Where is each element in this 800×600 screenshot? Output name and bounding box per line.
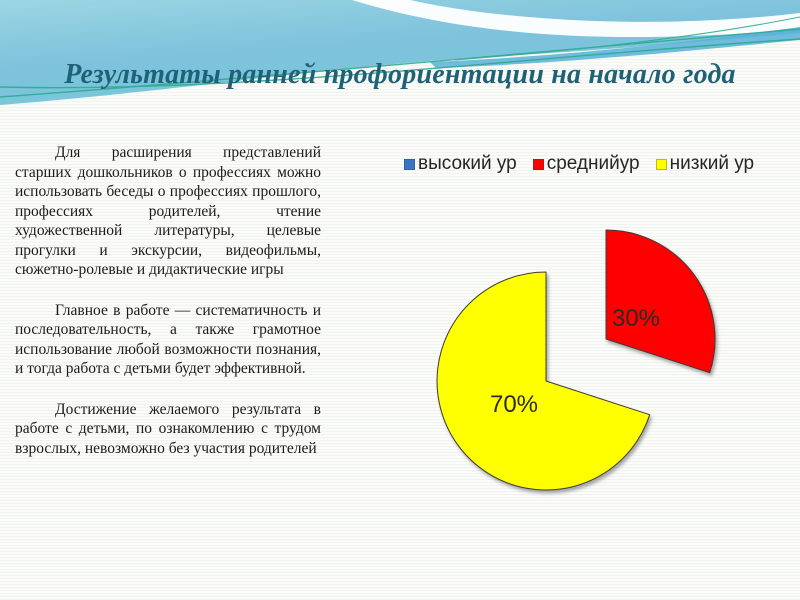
body-text-block: Для расширения представлений старших дош… [15,143,321,479]
legend-item-mid: среднийур [532,153,640,175]
legend-item-high: высокий ур [404,153,517,175]
legend-label-mid: среднийур [546,153,640,174]
legend-label-low: низкий ур [669,153,755,174]
legend-swatch-high [404,158,415,170]
white-swoosh [352,0,800,38]
pie-label-70: 70% [490,391,538,418]
blue-wave-band [430,27,800,68]
legend-item-low: низкий ур [655,153,755,175]
green-accent-lines [0,16,800,98]
paragraph-1: Для расширения представлений старших дош… [15,144,321,278]
legend-label-high: высокий ур [418,153,517,174]
paragraph-2: Главное в работе — систематичность и пос… [15,301,321,378]
pie-slice-mid-level [605,229,716,374]
pie-slice-low-level [436,271,651,491]
paragraph-3: Достижение желаемого результата в работе… [15,400,321,457]
chart-legend: высокий ур среднийур низкий ур [404,153,784,175]
legend-swatch-low [655,158,667,170]
slide-title: Результаты ранней профориентации на нача… [64,59,736,90]
header-wave-decoration [0,0,800,105]
legend-swatch-mid [532,158,544,170]
pie-label-30: 30% [612,305,660,332]
